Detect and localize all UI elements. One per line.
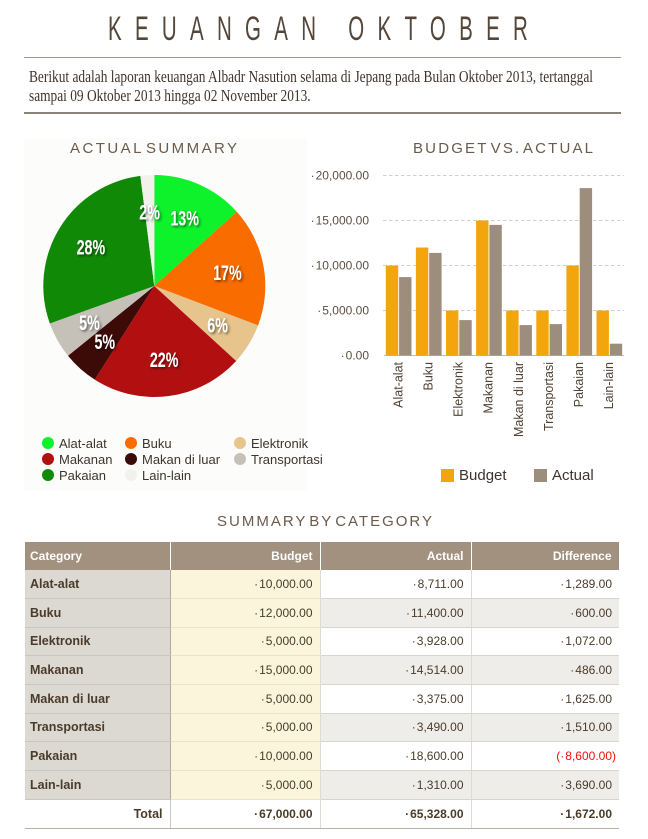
svg-text:· 20,000.00: · 20,000.00 [311, 169, 370, 183]
svg-text:· 0.00: · 0.00 [341, 349, 370, 363]
svg-text:· 10,000.00: · 10,000.00 [311, 259, 370, 273]
svg-text:6%: 6% [207, 314, 228, 337]
svg-text:5%: 5% [94, 330, 115, 353]
svg-text:28%: 28% [77, 236, 106, 259]
svg-text:Buku: Buku [421, 362, 435, 391]
svg-text:Pakaian: Pakaian [572, 362, 586, 407]
svg-text:Lain-lain: Lain-lain [602, 362, 616, 409]
svg-text:22%: 22% [150, 348, 179, 371]
svg-text:17%: 17% [213, 261, 242, 284]
svg-text:5%: 5% [79, 311, 100, 334]
svg-text:Makanan: Makanan [482, 362, 496, 413]
svg-text:· 5,000.00: · 5,000.00 [317, 304, 369, 318]
svg-text:Elektronik: Elektronik [452, 361, 466, 417]
svg-text:13%: 13% [170, 207, 199, 230]
svg-text:2%: 2% [139, 201, 160, 224]
svg-text:Transportasi: Transportasi [542, 362, 556, 431]
svg-text:Alat-alat: Alat-alat [391, 361, 405, 407]
svg-text:· 15,000.00: · 15,000.00 [311, 214, 370, 228]
svg-text:Makan di luar: Makan di luar [512, 362, 526, 437]
